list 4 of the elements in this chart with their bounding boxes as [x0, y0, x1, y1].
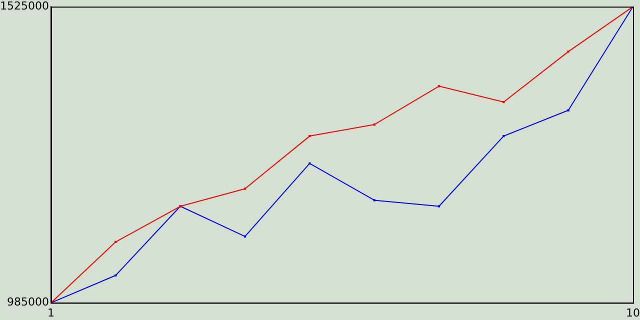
y-tick-label: 1525000 — [0, 0, 49, 12]
x-tick-label: 10 — [626, 306, 640, 320]
y-tick-label: 985000 — [6, 296, 49, 309]
x-tick-label: 1 — [47, 306, 54, 320]
